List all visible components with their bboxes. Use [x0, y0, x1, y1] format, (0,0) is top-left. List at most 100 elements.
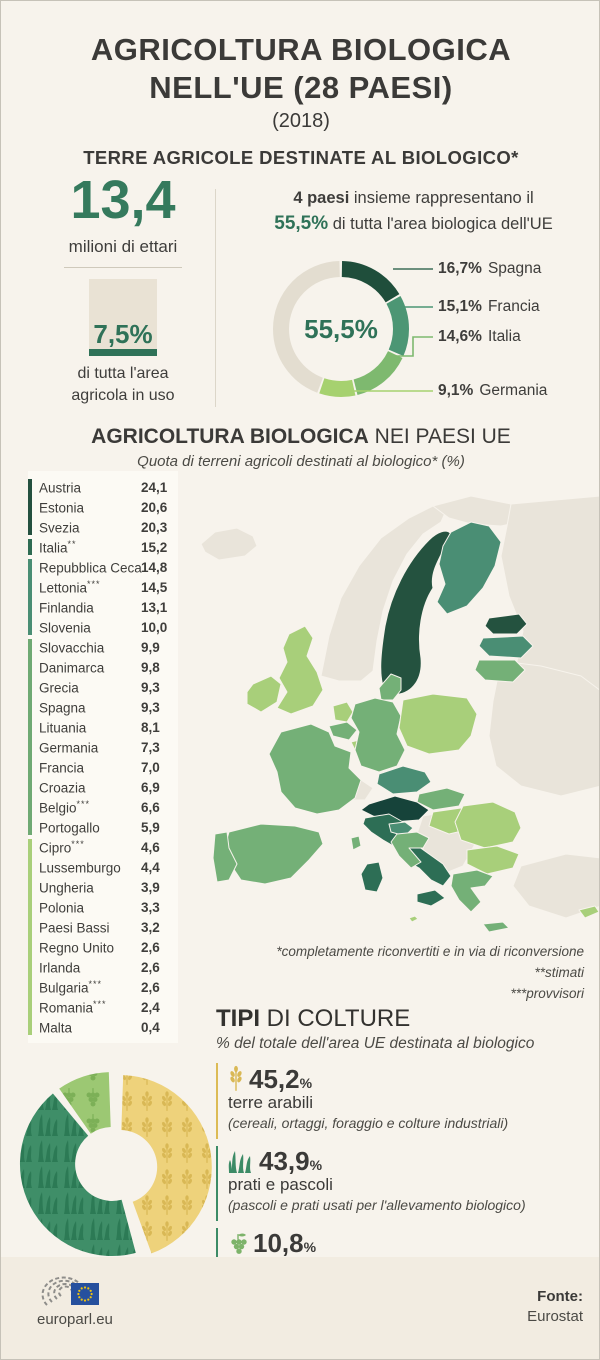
- list-item: Danimarca 9,8: [39, 659, 160, 676]
- land-stats-left: 13,4 milioni di ettari 7,5% di tutta l'a…: [41, 171, 205, 417]
- list-item: Italia** 15,2: [39, 538, 168, 556]
- list-item: Austria 24,1: [39, 479, 168, 496]
- list-item: Regno Unito 2,6: [39, 939, 160, 956]
- top4-panel: 4 paesi insieme rappresentano il 55,5% d…: [236, 177, 591, 417]
- list-item: Repubblica Ceca 14,8: [39, 559, 168, 576]
- list-item: Irlanda 2,6: [39, 959, 160, 976]
- donut-center-label: 55,5%: [304, 313, 378, 344]
- ranking-group-1: Austria 24,1 Estonia 20,6 Svezia 20,3: [28, 477, 178, 537]
- ranking-group-3: Repubblica Ceca 14,8 Lettonia*** 14,5 Finl…: [28, 557, 178, 637]
- list-item: Slovacchia 9,9: [39, 639, 160, 656]
- donut-leader-lines: [346, 268, 433, 392]
- list-item: Grecia 9,3: [39, 679, 160, 696]
- country-ranking-list: Austria 24,1 Estonia 20,6 Svezia 20,3 Itali…: [28, 471, 178, 1043]
- list-item: Estonia 20,6: [39, 499, 168, 516]
- map-portugal: [212, 831, 238, 883]
- list-item: Svezia 20,3: [39, 519, 168, 536]
- list-item: Lussemburgo 4,4: [39, 859, 160, 876]
- legend-spagna: 16,7% Spagna: [438, 260, 542, 277]
- list-item: Ungheria 3,9: [39, 879, 160, 896]
- hectares-label: milioni di ettari: [68, 237, 178, 256]
- wheat-icon: [230, 1065, 242, 1091]
- europe-choropleth-map: [200, 495, 599, 933]
- list-item: Slovenia 10,0: [39, 619, 168, 636]
- list-item: Lettonia*** 14,5: [39, 578, 168, 596]
- list-item: Croazia 6,9: [39, 779, 160, 796]
- section-subtitle-crops: % del totale dell'area UE destinata al b…: [216, 1035, 535, 1052]
- top4-intro: 4 paesi insieme rappresentano il: [293, 189, 534, 207]
- eu-flag: [71, 1283, 99, 1305]
- section-title-countries: AGRICOLTURA BIOLOGICA NEI PAESI UE: [91, 425, 511, 448]
- slice-arable: [121, 1075, 212, 1254]
- map-finland: [436, 521, 502, 615]
- list-item: Belgio*** 6,6: [39, 798, 160, 816]
- section-title-crops: TIPI DI COLTURE: [216, 1005, 411, 1032]
- page-title: AGRICOLTURA BIOLOGICA NELL'UE (28 PAESI): [90, 32, 512, 105]
- map-estonia: [484, 613, 528, 635]
- list-item: Portogallo 5,9: [39, 819, 160, 836]
- map-crete: [482, 921, 510, 933]
- map-sicily: [416, 889, 446, 907]
- vertical-divider: [215, 189, 216, 407]
- ranking-group-4: Slovacchia 9,9 Danimarca 9,8 Grecia 9,3 Spa…: [28, 637, 178, 837]
- pie-slices: [19, 1072, 212, 1257]
- website-label: europarl.eu: [37, 1311, 113, 1328]
- list-item: Francia 7,0: [39, 759, 160, 776]
- map-belgium: [328, 721, 358, 741]
- map-france: [268, 723, 362, 815]
- hectares-value: 13,4: [70, 170, 176, 230]
- donut-rings: [273, 261, 409, 397]
- map-malta: [408, 915, 419, 923]
- slice-permanent: [59, 1072, 111, 1134]
- map-uk: [276, 625, 324, 715]
- share-value: 7,5%: [93, 319, 153, 349]
- map-lithuania: [474, 659, 526, 683]
- list-item: Romania*** 2,4: [39, 998, 160, 1016]
- section-title-land: TERRE AGRICOLE DESTINATE AL BIOLOGICO*: [83, 147, 519, 168]
- map-corsica: [350, 835, 362, 851]
- map-ireland: [246, 675, 282, 713]
- map-bulgaria: [466, 845, 520, 875]
- list-item: Germania 7,3: [39, 739, 160, 756]
- list-item: Polonia 3,3: [39, 899, 160, 916]
- list-item: Cipro*** 4,6: [39, 838, 160, 856]
- grass-icon: [228, 1151, 251, 1173]
- map-germany: [350, 697, 406, 773]
- list-item: Spagna 9,3: [39, 699, 160, 716]
- year-label: (2018): [272, 110, 330, 132]
- list-item: Finlandia 13,1: [39, 599, 168, 616]
- map-latvia: [478, 635, 534, 659]
- list-item: Paesi Bassi 3,2: [39, 919, 160, 936]
- list-item: Bulgaria*** 2,6: [39, 978, 160, 996]
- share-caption: di tutta l'area agricola in uso: [71, 365, 175, 404]
- footer-strip: [1, 1257, 599, 1359]
- map-romania: [454, 801, 522, 849]
- divider-line: [64, 267, 182, 268]
- footnotes: *completamente riconvertiti e in via di …: [276, 944, 584, 1001]
- map-cyprus: [578, 905, 599, 919]
- ranking-group-2: Italia** 15,2: [28, 537, 178, 557]
- map-spain: [224, 823, 324, 885]
- crop-types-donut-chart: [19, 1072, 212, 1257]
- map-greece: [450, 869, 494, 913]
- legend-francia: 15,1% Francia: [438, 298, 540, 315]
- slice-grassland: [19, 1093, 136, 1257]
- source-note: Fonte: Eurostat: [527, 1288, 583, 1325]
- map-croatia: [390, 831, 430, 869]
- map-netherlands: [332, 701, 354, 723]
- map-czechia: [376, 765, 432, 795]
- grape-icon: [231, 1233, 247, 1254]
- list-item: Lituania 8,1: [39, 719, 160, 736]
- map-poland: [398, 693, 478, 755]
- legend-italia: 14,6% Italia: [438, 328, 521, 345]
- list-item: Malta 0,4: [39, 1019, 160, 1036]
- european-parliament-logo: [35, 1265, 101, 1316]
- map-sardinia: [360, 861, 384, 893]
- legend-germania: 9,1% Germania: [438, 382, 548, 399]
- crop-item-grassland: 43,9% prati e pascoli (pascoli e prati u…: [216, 1146, 591, 1221]
- share-block: 7,5%: [89, 279, 157, 356]
- crop-item-arable: 45,2% terre arabili (cereali, ortaggi, f…: [216, 1063, 591, 1139]
- section-subtitle-countries: Quota di terreni agricoli destinati al b…: [137, 453, 465, 470]
- top4-donut-chart: 55,5%: [273, 261, 409, 397]
